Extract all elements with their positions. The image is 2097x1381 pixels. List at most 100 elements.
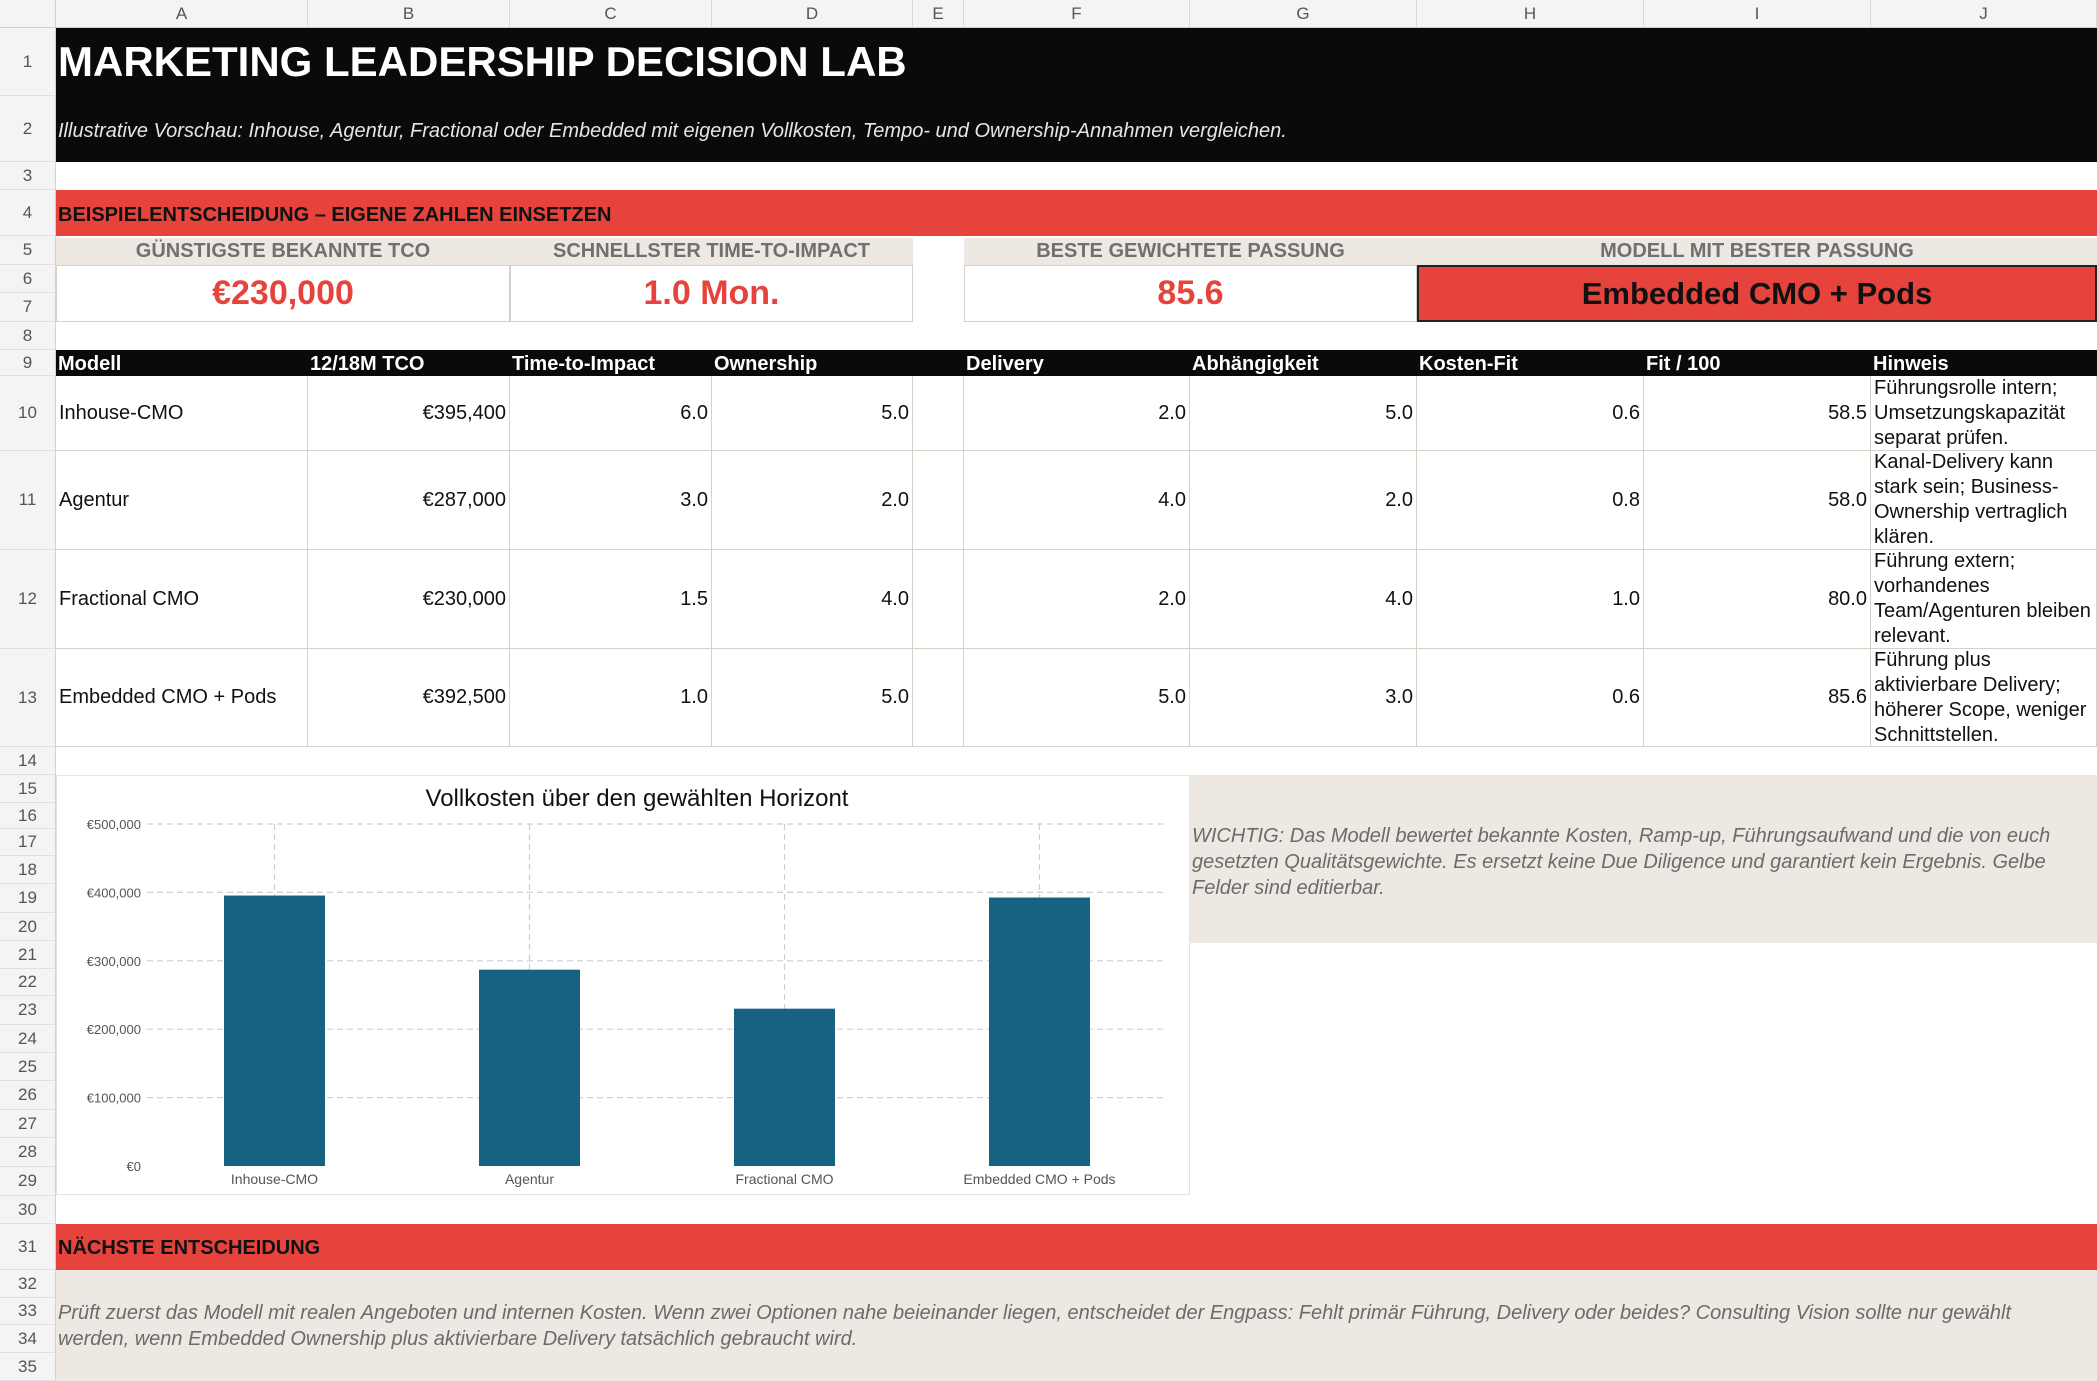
table-cell-spacer[interactable] <box>913 451 964 550</box>
row-header-27[interactable]: 27 <box>0 1110 56 1138</box>
table-cell-own[interactable]: 2.0 <box>712 451 913 550</box>
table-cell-note[interactable]: Führung extern; vorhandenes Team/Agentur… <box>1871 550 2097 649</box>
row-header-1[interactable]: 1 <box>0 28 56 96</box>
grid-corner[interactable] <box>0 0 56 28</box>
table-cell-dep[interactable]: 3.0 <box>1190 649 1417 747</box>
row-header-23[interactable]: 23 <box>0 996 56 1025</box>
table-header-delivery: Delivery <box>966 353 1044 375</box>
table-cell-spacer[interactable] <box>913 376 964 451</box>
table-cell-cost[interactable]: 1.0 <box>1417 550 1644 649</box>
kpi-tti-value[interactable]: 1.0 Mon. <box>510 265 913 322</box>
table-cell-tco[interactable]: €230,000 <box>308 550 510 649</box>
table-cell-tti[interactable]: 3.0 <box>510 451 712 550</box>
table-cell-modell[interactable]: Inhouse-CMO <box>56 376 308 451</box>
y-tick-label: €0 <box>127 1159 141 1174</box>
row-header-34[interactable]: 34 <box>0 1325 56 1353</box>
table-cell-cost[interactable]: 0.6 <box>1417 649 1644 747</box>
table-cell-cost[interactable]: 0.6 <box>1417 376 1644 451</box>
table-cell-note[interactable]: Führung plus aktivierbare Delivery; höhe… <box>1871 649 2097 747</box>
row-header-32[interactable]: 32 <box>0 1270 56 1298</box>
row-header-8[interactable]: 8 <box>0 322 56 350</box>
column-header-c[interactable]: C <box>510 0 712 28</box>
row-header-9[interactable]: 9 <box>0 350 56 376</box>
row-header-31[interactable]: 31 <box>0 1224 56 1270</box>
row-header-33[interactable]: 33 <box>0 1298 56 1325</box>
table-cell-del[interactable]: 4.0 <box>964 451 1190 550</box>
table-cell-note[interactable]: Kanal-Delivery kann stark sein; Business… <box>1871 451 2097 550</box>
row-header-19[interactable]: 19 <box>0 884 56 913</box>
table-cell-own[interactable]: 5.0 <box>712 649 913 747</box>
table-cell-modell[interactable]: Embedded CMO + Pods <box>56 649 308 747</box>
row-header-13[interactable]: 13 <box>0 649 56 747</box>
table-cell-own[interactable]: 5.0 <box>712 376 913 451</box>
row-header-10[interactable]: 10 <box>0 376 56 451</box>
row-header-30[interactable]: 30 <box>0 1196 56 1224</box>
table-cell-spacer[interactable] <box>913 550 964 649</box>
table-cell-tti[interactable]: 6.0 <box>510 376 712 451</box>
column-header-f[interactable]: F <box>964 0 1190 28</box>
table-header-hinweis: Hinweis <box>1873 353 1949 375</box>
row-header-5[interactable]: 5 <box>0 236 56 265</box>
table-cell-modell[interactable]: Fractional CMO <box>56 550 308 649</box>
kpi-tco-value[interactable]: €230,000 <box>56 265 510 322</box>
table-cell-dep[interactable]: 4.0 <box>1190 550 1417 649</box>
table-cell-tco[interactable]: €287,000 <box>308 451 510 550</box>
row-header-7[interactable]: 7 <box>0 293 56 322</box>
row-header-25[interactable]: 25 <box>0 1053 56 1081</box>
column-header-i[interactable]: I <box>1644 0 1871 28</box>
row-header-3[interactable]: 3 <box>0 162 56 190</box>
next-text[interactable]: Prüft zuerst das Modell mit realen Angeb… <box>58 1302 2012 1350</box>
row-header-17[interactable]: 17 <box>0 829 56 856</box>
column-header-h[interactable]: H <box>1417 0 1644 28</box>
column-header-a[interactable]: A <box>56 0 308 28</box>
section-next-label: NÄCHSTE ENTSCHEIDUNG <box>58 1237 321 1259</box>
row-header-22[interactable]: 22 <box>0 969 56 996</box>
table-cell-tti[interactable]: 1.5 <box>510 550 712 649</box>
cost-chart[interactable]: Vollkosten über den gewählten Horizont €0… <box>56 775 1190 1195</box>
table-cell-del[interactable]: 2.0 <box>964 550 1190 649</box>
warning-text[interactable]: WICHTIG: Das Modell bewertet bekannte Ko… <box>1192 825 2051 899</box>
table-cell-fit[interactable]: 58.5 <box>1644 376 1871 451</box>
table-cell-del[interactable]: 5.0 <box>964 649 1190 747</box>
row-header-2[interactable]: 2 <box>0 96 56 162</box>
kpi-best-value[interactable]: Embedded CMO + Pods <box>1417 265 2097 322</box>
row-header-11[interactable]: 11 <box>0 451 56 550</box>
column-header-d[interactable]: D <box>712 0 913 28</box>
table-cell-modell[interactable]: Agentur <box>56 451 308 550</box>
row-header-28[interactable]: 28 <box>0 1138 56 1167</box>
row-header-4[interactable]: 4 <box>0 190 56 236</box>
table-cell-fit[interactable]: 85.6 <box>1644 649 1871 747</box>
row-header-12[interactable]: 12 <box>0 550 56 649</box>
kpi-fit-value[interactable]: 85.6 <box>964 265 1417 322</box>
table-cell-note[interactable]: Führungsrolle intern; Umsetzungskapazitä… <box>1871 376 2097 451</box>
row-header-21[interactable]: 21 <box>0 941 56 969</box>
row-header-14[interactable]: 14 <box>0 747 56 775</box>
row-header-35[interactable]: 35 <box>0 1353 56 1381</box>
table-cell-own[interactable]: 4.0 <box>712 550 913 649</box>
table-cell-fit[interactable]: 58.0 <box>1644 451 1871 550</box>
row-header-18[interactable]: 18 <box>0 856 56 884</box>
column-header-g[interactable]: G <box>1190 0 1417 28</box>
table-header-abhaengigkeit: Abhängigkeit <box>1192 353 1319 375</box>
table-cell-tco[interactable]: €395,400 <box>308 376 510 451</box>
column-header-j[interactable]: J <box>1871 0 2097 28</box>
row-header-20[interactable]: 20 <box>0 913 56 941</box>
table-cell-del[interactable]: 2.0 <box>964 376 1190 451</box>
cost-bar-chart: Vollkosten über den gewählten Horizont €0… <box>87 785 1167 1187</box>
table-cell-spacer[interactable] <box>913 649 964 747</box>
column-header-b[interactable]: B <box>308 0 510 28</box>
row-header-15[interactable]: 15 <box>0 775 56 803</box>
table-header-tco: 12/18M TCO <box>310 353 425 375</box>
row-header-16[interactable]: 16 <box>0 803 56 829</box>
table-cell-dep[interactable]: 5.0 <box>1190 376 1417 451</box>
table-cell-dep[interactable]: 2.0 <box>1190 451 1417 550</box>
row-header-29[interactable]: 29 <box>0 1167 56 1196</box>
row-header-24[interactable]: 24 <box>0 1025 56 1053</box>
table-cell-tco[interactable]: €392,500 <box>308 649 510 747</box>
table-cell-tti[interactable]: 1.0 <box>510 649 712 747</box>
column-header-e[interactable]: E <box>913 0 964 28</box>
table-cell-cost[interactable]: 0.8 <box>1417 451 1644 550</box>
table-cell-fit[interactable]: 80.0 <box>1644 550 1871 649</box>
row-header-6[interactable]: 6 <box>0 265 56 293</box>
row-header-26[interactable]: 26 <box>0 1081 56 1110</box>
